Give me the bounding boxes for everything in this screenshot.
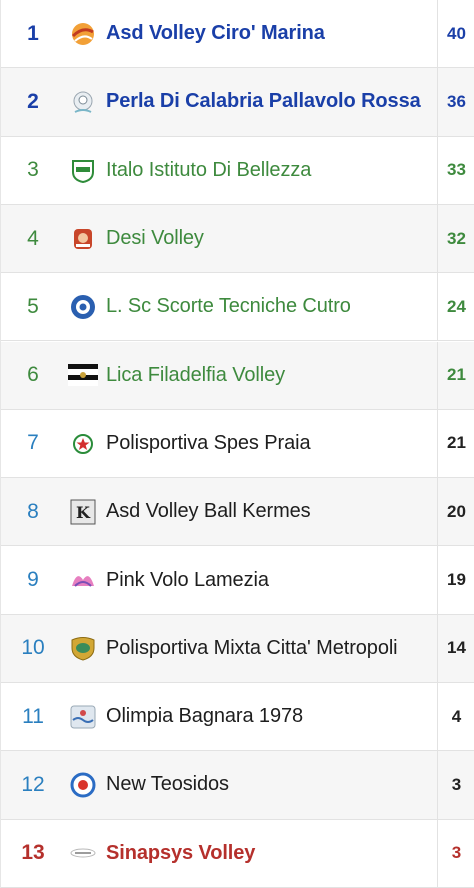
- table-row[interactable]: 11 Olimpia Bagnara 1978 4: [1, 683, 474, 752]
- rank-cell: 8: [27, 499, 39, 523]
- points-cell: 36: [437, 68, 474, 136]
- green-shield-logo-icon: [68, 155, 98, 185]
- table-row[interactable]: 9 Pink Volo Lamezia 19: [1, 546, 474, 615]
- blue-crest-logo-icon: [68, 292, 98, 322]
- striped-flag-logo-icon: [68, 360, 98, 390]
- pink-wings-logo-icon: [68, 565, 98, 595]
- table-row[interactable]: 10 Polisportiva Mixta Citta' Metropoli 14: [1, 614, 474, 683]
- team-name-link[interactable]: Perla Di Calabria Pallavolo Rossa: [106, 90, 421, 113]
- table-row[interactable]: 1 Asd Volley Ciro' Marina 40: [1, 0, 474, 69]
- team-name-link[interactable]: Desi Volley: [106, 227, 204, 250]
- points-cell: 4: [437, 683, 474, 751]
- table-row[interactable]: 5 L. Sc Scorte Tecniche Cutro 24: [1, 273, 474, 342]
- points-cell: 20: [437, 478, 474, 546]
- wave-badge-logo-icon: [68, 702, 98, 732]
- volleyball-flame-logo-icon: [68, 19, 98, 49]
- team-name-link[interactable]: Olimpia Bagnara 1978: [106, 705, 304, 728]
- table-row[interactable]: 6 Lica Filadelfia Volley 21: [1, 341, 474, 410]
- table-row[interactable]: 3 Italo Istituto Di Bellezza 33: [1, 136, 474, 205]
- team-name-link[interactable]: Asd Volley Ball Kermes: [106, 500, 311, 523]
- svg-text:K: K: [76, 503, 91, 522]
- team-name-link[interactable]: Asd Volley Ciro' Marina: [106, 22, 325, 45]
- table-row[interactable]: 12 New Teosidos 3: [1, 751, 474, 820]
- rank-cell: 7: [27, 431, 39, 455]
- team-name-link[interactable]: Sinapsys Volley: [106, 841, 256, 864]
- team-name-link[interactable]: Polisportiva Spes Praia: [106, 431, 311, 454]
- table-row[interactable]: 2 Perla Di Calabria Pallavolo Rossa 36: [1, 68, 474, 137]
- rank-cell: 6: [27, 363, 39, 387]
- points-cell: 3: [437, 819, 474, 887]
- points-cell: 21: [437, 409, 474, 478]
- small-wordmark-logo-icon: [68, 838, 98, 868]
- rank-cell: 5: [27, 294, 39, 318]
- gold-shield-logo-icon: [68, 633, 98, 663]
- team-name-link[interactable]: Lica Filadelfia Volley: [106, 363, 286, 386]
- points-cell: 32: [437, 204, 474, 273]
- table-row[interactable]: 4 Desi Volley 32: [1, 204, 474, 274]
- points-cell: 21: [437, 341, 474, 409]
- points-cell: 3: [437, 751, 474, 819]
- points-cell: 14: [437, 614, 474, 682]
- team-name-link[interactable]: Italo Istituto Di Bellezza: [106, 158, 312, 181]
- points-cell: 24: [437, 273, 474, 341]
- k-square-logo-icon: K: [68, 497, 98, 527]
- rank-cell: 12: [21, 772, 45, 796]
- points-cell: 40: [437, 0, 474, 68]
- points-cell: 19: [437, 546, 474, 614]
- rank-cell: 2: [27, 89, 39, 113]
- pearl-shell-logo-icon: [68, 87, 98, 117]
- rank-cell: 9: [27, 568, 39, 592]
- team-name-link[interactable]: Polisportiva Mixta Citta' Metropoli: [106, 636, 398, 659]
- rank-cell: 3: [27, 158, 39, 182]
- rank-cell: 10: [21, 636, 45, 660]
- rank-cell: 13: [21, 841, 45, 865]
- rank-cell: 4: [27, 226, 39, 250]
- table-row[interactable]: 7 Polisportiva Spes Praia 21: [1, 409, 474, 479]
- team-name-link[interactable]: Pink Volo Lamezia: [106, 568, 269, 591]
- table-row[interactable]: 8 K Asd Volley Ball Kermes 20: [1, 478, 474, 547]
- red-badge-logo-icon: [68, 224, 98, 254]
- team-name-link[interactable]: New Teosidos: [106, 773, 229, 796]
- rank-cell: 1: [27, 21, 39, 45]
- team-name-link[interactable]: L. Sc Scorte Tecniche Cutro: [106, 295, 351, 318]
- star-crest-logo-icon: [68, 428, 98, 458]
- blue-ring-logo-icon: [68, 770, 98, 800]
- points-cell: 33: [437, 136, 474, 204]
- table-row[interactable]: 13 Sinapsys Volley 3: [1, 819, 474, 888]
- rank-cell: 11: [22, 704, 44, 728]
